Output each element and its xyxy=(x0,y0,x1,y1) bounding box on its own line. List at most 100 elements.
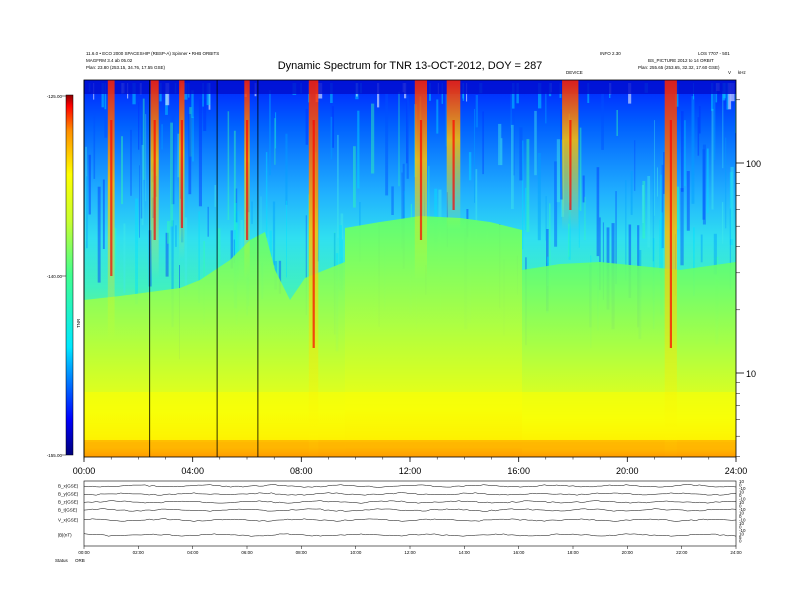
texture-stripe xyxy=(121,136,123,205)
texture-stripe xyxy=(702,149,705,220)
footer-status-label: Status xyxy=(55,558,69,563)
texture-top-streak xyxy=(377,83,380,108)
texture-stripe xyxy=(331,106,334,148)
colorbar-tick-top: -125.00 xyxy=(47,94,63,99)
texture-stripe xyxy=(233,239,235,263)
texture-stripe xyxy=(684,120,686,187)
texture-stripe xyxy=(676,186,680,230)
texture-stripe xyxy=(330,116,333,160)
texture-stripe xyxy=(192,116,194,162)
burst-core xyxy=(669,120,672,348)
bottom-right-tick: 0 xyxy=(739,525,742,530)
texture-stripe xyxy=(138,102,140,150)
bottom-trace xyxy=(83,518,737,522)
colorbar-label: TNR xyxy=(76,318,81,328)
texture-stripe xyxy=(403,190,405,233)
x-tick-label: 24:00 xyxy=(725,466,748,476)
texture-stripe xyxy=(198,211,200,303)
texture-stripe xyxy=(357,110,360,189)
bottom-trace xyxy=(83,508,737,512)
bottom-row-label: B_x(GSE) xyxy=(58,484,79,489)
texture-top-streak xyxy=(165,83,170,106)
texture-stripe xyxy=(725,137,727,229)
header-right-line3: BS_PICTURE 2012 to 14 ORBIT xyxy=(648,58,714,63)
texture-stripe xyxy=(663,152,665,194)
bottom-right-tick: 0 xyxy=(739,483,742,488)
texture-stripe xyxy=(500,138,503,166)
texture-stripe xyxy=(104,95,108,138)
texture-stripe xyxy=(625,180,627,281)
texture-stripe xyxy=(130,129,132,196)
texture-stripe xyxy=(721,202,724,244)
texture-stripe xyxy=(697,117,700,156)
texture-stripe xyxy=(698,106,701,134)
texture-stripe xyxy=(269,230,272,258)
texture-stripe xyxy=(286,200,287,278)
texture-stripe xyxy=(406,95,409,179)
header-left-line2: MAGFRM 3.4 ab 05.02 xyxy=(86,58,133,63)
texture-stripe xyxy=(628,224,632,298)
texture-stripe xyxy=(97,186,101,283)
texture-stripe xyxy=(560,109,563,200)
burst-core xyxy=(312,120,315,348)
texture-stripe xyxy=(260,196,262,237)
bottom-trace xyxy=(83,492,737,496)
texture-stripe xyxy=(526,139,530,232)
texture-stripe xyxy=(148,230,152,287)
texture-stripe xyxy=(729,208,731,290)
texture-stripe xyxy=(661,164,664,249)
texture-stripe xyxy=(582,175,585,203)
texture-stripe xyxy=(642,180,646,239)
texture-stripe xyxy=(141,144,144,226)
burst-core xyxy=(419,120,423,240)
texture-stripe xyxy=(171,220,174,328)
header-left-line3: Plan: 23.80 (253.15, 34.76, 17.55 GSE) xyxy=(86,65,166,70)
texture-stripe xyxy=(729,172,733,245)
bottom-x-tick: 22:00 xyxy=(676,550,688,555)
orange-floor xyxy=(84,440,736,457)
texture-stripe xyxy=(660,174,662,249)
texture-stripe xyxy=(513,103,515,176)
bottom-right-tick: 10 xyxy=(739,532,745,537)
burst-core xyxy=(452,120,455,210)
radio-bursts xyxy=(107,80,677,457)
texture-stripe xyxy=(371,103,375,174)
texture-stripe xyxy=(391,186,394,215)
burst-core xyxy=(180,120,183,228)
texture-stripe xyxy=(498,123,502,166)
texture-stripe xyxy=(235,188,238,223)
texture-stripe xyxy=(537,153,541,241)
header-right-line1: INFO 2.30 xyxy=(600,51,621,56)
texture-stripe xyxy=(385,93,389,196)
texture-stripe xyxy=(140,115,143,219)
texture-stripe xyxy=(522,140,524,250)
bottom-x-tick: 12:00 xyxy=(404,550,416,555)
y-axis-right: 100 10 xyxy=(736,99,761,457)
texture-stripe xyxy=(568,223,570,257)
x-tick-label: 00:00 xyxy=(73,466,96,476)
texture-stripe xyxy=(730,166,734,240)
texture-stripe xyxy=(189,107,192,157)
texture-stripe xyxy=(711,108,714,210)
bottom-trace xyxy=(83,533,737,537)
texture-stripe xyxy=(191,90,194,118)
top-mark-v: V xyxy=(728,70,731,75)
bottom-right-tick: 5 xyxy=(739,535,742,540)
texture-stripe xyxy=(680,188,684,266)
texture-stripe xyxy=(545,196,547,241)
bottom-right-tick: 0 xyxy=(739,504,742,509)
bottom-right-tick: 0 xyxy=(739,514,742,519)
texture-stripe xyxy=(142,98,145,180)
texture-stripe xyxy=(145,114,147,202)
texture-stripe xyxy=(167,221,170,244)
bottom-x-tick: 16:00 xyxy=(513,550,525,555)
texture-stripe xyxy=(86,176,88,249)
bottom-trace xyxy=(83,500,737,504)
texture-stripe xyxy=(602,222,604,300)
texture-stripe xyxy=(659,219,661,274)
bottom-right-tick: 10 xyxy=(739,511,745,516)
texture-stripe xyxy=(700,234,703,263)
bottom-x-tick: 02:00 xyxy=(133,550,145,555)
chart-title: Dynamic Spectrum for TNR 13-OCT-2012, DO… xyxy=(278,60,543,72)
